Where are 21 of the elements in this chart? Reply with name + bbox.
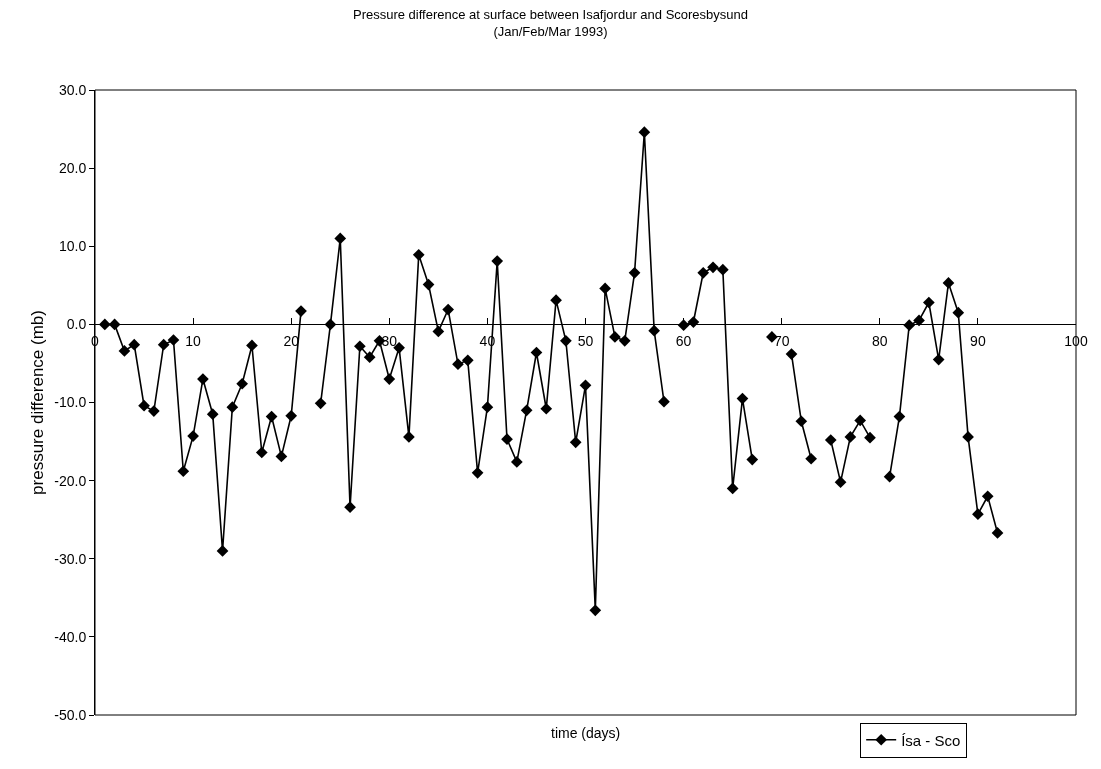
x-tick-label: 80 (872, 333, 888, 350)
x-tick-label: 60 (675, 333, 692, 350)
x-tick-label: 10 (185, 333, 202, 350)
y-tick-label: -50.0 (54, 706, 87, 723)
chart-title: Pressure difference at surface between Isafjordur and Scoresbysund (Jan/Feb/Mar 1993) (352, 7, 749, 40)
y-tick-label: 10.0 (58, 238, 87, 255)
y-tick-label: -20.0 (54, 472, 87, 489)
y-tick-label: 20.0 (58, 160, 87, 177)
x-tick-label: 50 (577, 333, 594, 350)
x-tick-label: 100 (1064, 333, 1088, 350)
y-tick-label: -10.0 (54, 394, 87, 411)
x-tick-label: 90 (970, 333, 986, 350)
x-axis-title: time (days) (551, 725, 621, 741)
y-tick-label: 30.0 (58, 81, 87, 98)
y-axis-title: pressure difference (mb) (27, 310, 47, 495)
y-tick-label: 0.0 (66, 316, 87, 333)
legend-label: Ísa - Sco (901, 731, 961, 749)
y-tick-label: -40.0 (54, 628, 87, 645)
x-tick-label: 70 (773, 333, 790, 350)
y-tick-label: -30.0 (54, 550, 87, 567)
x-tick-label: 30 (381, 333, 398, 350)
